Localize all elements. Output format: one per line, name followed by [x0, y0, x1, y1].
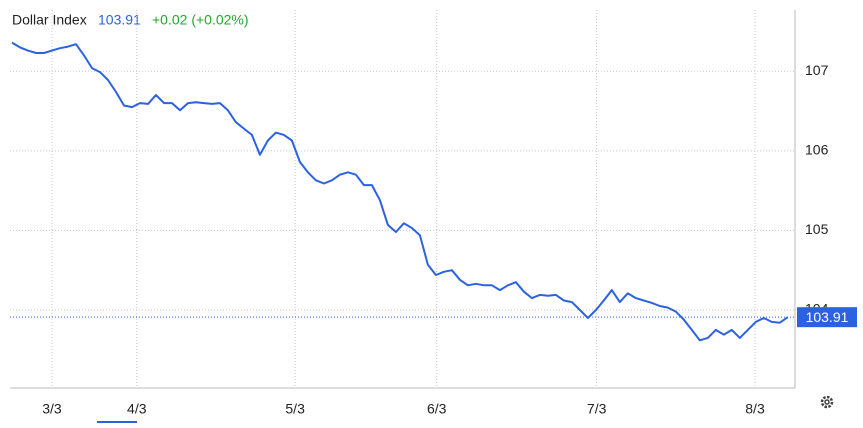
x-tick-label: 3/3: [42, 401, 62, 417]
range-underline[interactable]: [97, 421, 137, 423]
y-tick-label: 105: [805, 221, 829, 237]
y-tick-label: 107: [805, 62, 829, 78]
current-value: 103.91: [98, 12, 141, 28]
chart-title: Dollar Index: [12, 12, 87, 28]
settings-icon[interactable]: [820, 395, 834, 409]
change-label: +0.02 (+0.02%): [152, 12, 249, 28]
current-value-label: 103.91: [806, 309, 849, 325]
x-tick-label: 4/3: [127, 401, 147, 417]
x-tick-label: 7/3: [587, 401, 607, 417]
x-tick-label: 6/3: [427, 401, 447, 417]
current-value-box: [797, 307, 857, 328]
x-tick-label: 8/3: [745, 401, 765, 417]
price-line: [11, 41, 789, 342]
x-tick-label: 5/3: [285, 401, 305, 417]
y-tick-label: 106: [805, 142, 829, 158]
